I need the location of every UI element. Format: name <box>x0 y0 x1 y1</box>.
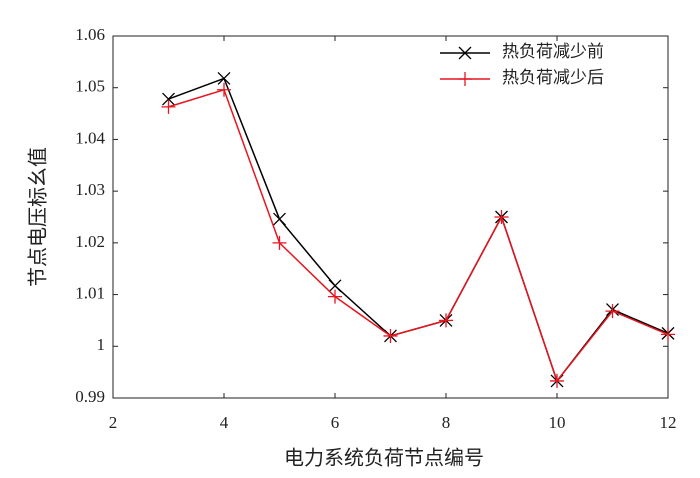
x-tick-label: 2 <box>109 413 118 432</box>
plot-frame <box>112 35 669 399</box>
marker <box>162 92 175 106</box>
marker <box>458 46 472 60</box>
y-tick-label: 1.01 <box>75 283 105 302</box>
legend-label: 热负荷减少前 <box>502 42 604 61</box>
x-axis-label: 电力系统负荷节点编号 <box>284 447 484 470</box>
marker <box>217 71 231 85</box>
x-tick-label: 12 <box>660 413 677 432</box>
x-tick-label: 10 <box>549 413 566 432</box>
legend-label: 热负荷减少后 <box>502 68 604 87</box>
marker <box>272 235 287 250</box>
marker <box>217 82 231 97</box>
marker <box>494 210 509 224</box>
x-tick-label: 6 <box>331 413 340 432</box>
y-axis-label: 节点电压标幺值 <box>27 147 50 287</box>
y-tick-label: 1.02 <box>75 232 105 251</box>
marker <box>328 289 342 304</box>
marker <box>383 328 398 343</box>
y-tick-label: 1.04 <box>75 128 105 147</box>
marker <box>458 72 472 86</box>
marker <box>661 327 675 342</box>
marker <box>328 279 342 293</box>
y-tick-label: 1.05 <box>75 77 105 96</box>
series-line <box>168 88 669 383</box>
y-tick-label: 1.03 <box>75 180 105 199</box>
marker <box>605 304 620 319</box>
marker <box>550 373 564 388</box>
y-tick-label: 0.99 <box>75 387 105 406</box>
y-tick-label: 1.06 <box>75 25 105 44</box>
marker <box>161 99 176 114</box>
marker <box>273 212 286 226</box>
x-tick-label: 4 <box>220 413 229 432</box>
x-tick-label: 8 <box>442 413 451 432</box>
y-tick-label: 1 <box>97 335 106 354</box>
marker <box>439 313 453 328</box>
